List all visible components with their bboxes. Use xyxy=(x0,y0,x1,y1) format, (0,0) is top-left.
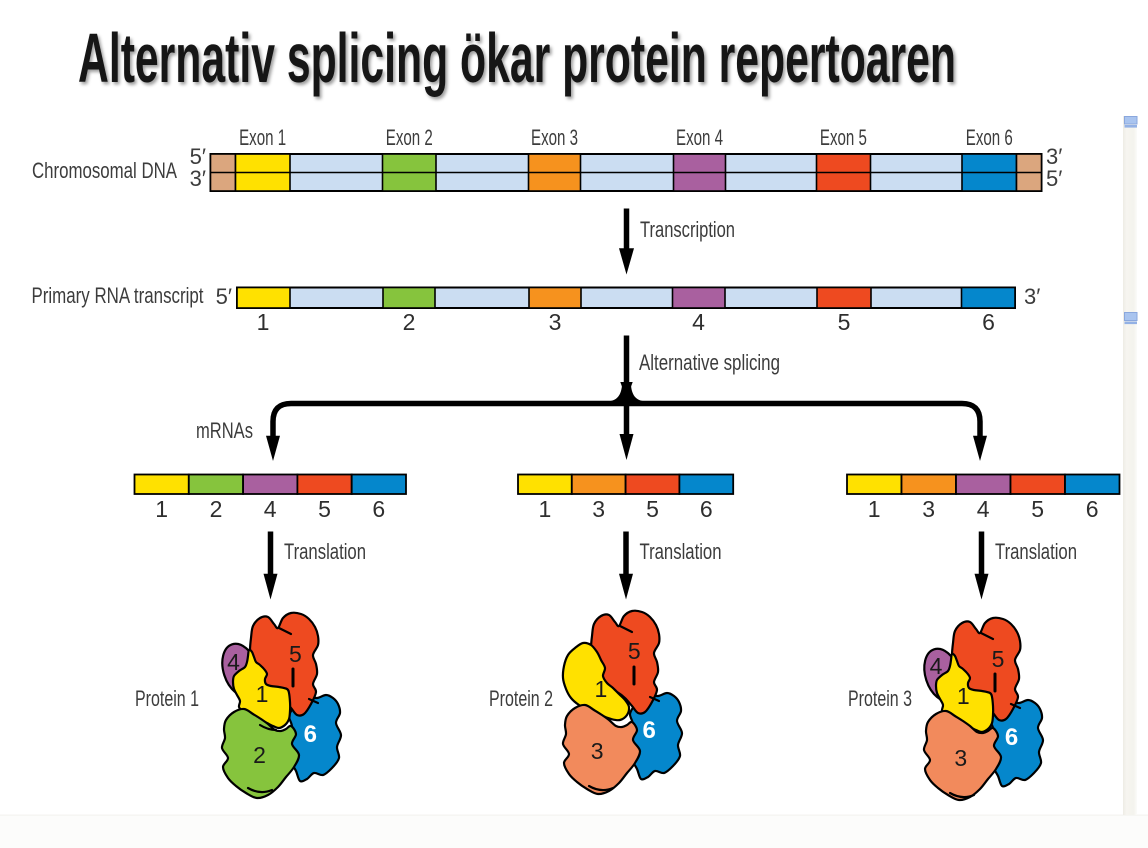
svg-text:4: 4 xyxy=(264,496,277,522)
svg-text:6: 6 xyxy=(700,496,713,522)
svg-text:1: 1 xyxy=(595,676,608,702)
svg-text:Exon 4: Exon 4 xyxy=(676,125,723,150)
svg-text:6: 6 xyxy=(372,496,385,522)
svg-text:Translation: Translation xyxy=(284,539,366,564)
svg-text:1: 1 xyxy=(868,496,881,522)
svg-text:4: 4 xyxy=(692,309,705,335)
svg-text:5: 5 xyxy=(646,496,659,522)
svg-text:5: 5 xyxy=(1031,496,1044,522)
svg-text:Protein 1: Protein 1 xyxy=(135,686,199,711)
svg-text:Transcription: Transcription xyxy=(640,217,735,242)
svg-text:3: 3 xyxy=(922,496,935,522)
svg-text:3′: 3′ xyxy=(190,166,206,191)
svg-text:Primary RNA transcript: Primary RNA transcript xyxy=(32,283,204,308)
svg-text:Exon 3: Exon 3 xyxy=(531,125,578,150)
svg-text:6: 6 xyxy=(1005,724,1018,751)
svg-text:5: 5 xyxy=(838,309,851,335)
svg-text:5′: 5′ xyxy=(1046,166,1062,191)
svg-text:4: 4 xyxy=(227,649,240,675)
svg-text:3: 3 xyxy=(592,496,605,522)
svg-text:Protein 2: Protein 2 xyxy=(489,686,553,711)
svg-text:2: 2 xyxy=(253,742,266,768)
svg-text:Translation: Translation xyxy=(995,539,1077,564)
svg-text:Protein 3: Protein 3 xyxy=(848,686,912,711)
svg-text:5: 5 xyxy=(628,638,641,664)
svg-text:4: 4 xyxy=(930,653,943,679)
svg-text:6: 6 xyxy=(982,309,995,335)
svg-text:6: 6 xyxy=(643,717,656,744)
svg-text:Alternativ splicing ökar prote: Alternativ splicing ökar protein reperto… xyxy=(78,19,956,97)
svg-text:3: 3 xyxy=(954,745,967,771)
svg-text:mRNAs: mRNAs xyxy=(196,418,253,443)
svg-text:Exon 1: Exon 1 xyxy=(239,125,286,150)
svg-text:5′: 5′ xyxy=(216,284,232,309)
svg-text:1: 1 xyxy=(155,496,168,522)
svg-text:3: 3 xyxy=(591,738,604,764)
svg-text:1: 1 xyxy=(539,496,552,522)
svg-text:1: 1 xyxy=(257,309,270,335)
svg-text:Exon 6: Exon 6 xyxy=(966,125,1013,150)
svg-text:5: 5 xyxy=(318,496,331,522)
svg-text:5: 5 xyxy=(289,641,302,667)
svg-text:Exon 2: Exon 2 xyxy=(386,125,433,150)
svg-text:2: 2 xyxy=(403,309,416,335)
svg-text:3′: 3′ xyxy=(1046,144,1062,169)
svg-text:6: 6 xyxy=(1086,496,1099,522)
svg-text:Chromosomal DNA: Chromosomal DNA xyxy=(32,158,177,183)
svg-text:6: 6 xyxy=(304,721,317,748)
svg-text:5′: 5′ xyxy=(190,144,206,169)
svg-text:5: 5 xyxy=(992,646,1005,672)
svg-text:Alternative splicing: Alternative splicing xyxy=(639,350,780,375)
svg-text:Exon 5: Exon 5 xyxy=(820,125,867,150)
svg-text:Translation: Translation xyxy=(640,539,722,564)
svg-text:1: 1 xyxy=(957,683,970,709)
svg-text:4: 4 xyxy=(977,496,990,522)
svg-text:2: 2 xyxy=(210,496,223,522)
svg-text:1: 1 xyxy=(256,681,269,707)
svg-text:3: 3 xyxy=(549,309,562,335)
svg-text:3′: 3′ xyxy=(1024,284,1040,309)
